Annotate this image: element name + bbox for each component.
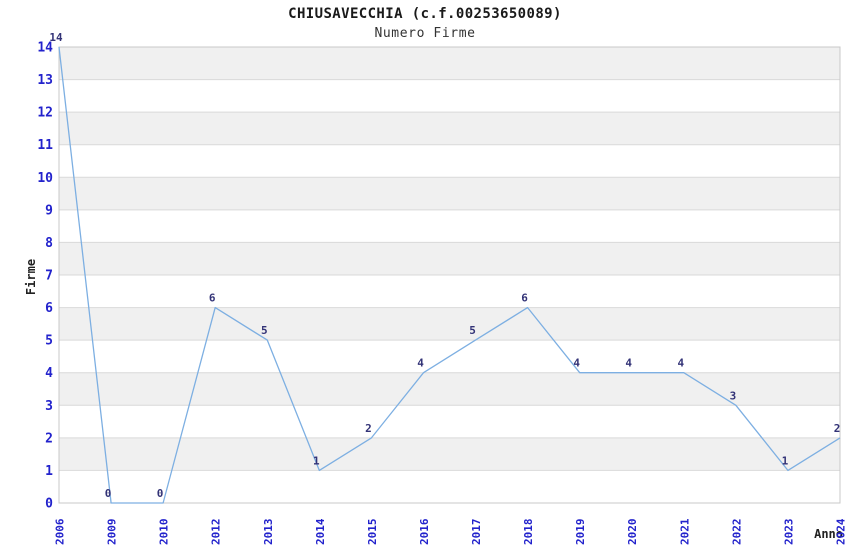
y-tick-label: 9 xyxy=(45,203,53,218)
data-point-label: 2 xyxy=(365,422,372,435)
data-point-label: 2 xyxy=(834,422,841,435)
data-point-label: 5 xyxy=(469,324,476,337)
y-tick-label: 2 xyxy=(45,431,53,446)
y-tick-label: 5 xyxy=(45,334,53,349)
y-tick-label: 13 xyxy=(37,73,53,88)
y-tick-label: 4 xyxy=(45,366,53,381)
y-tick-label: 11 xyxy=(37,138,53,153)
x-tick-label: 2010 xyxy=(158,519,171,546)
y-tick-label: 10 xyxy=(37,171,53,186)
data-point-label: 4 xyxy=(417,357,424,370)
x-tick-label: 2017 xyxy=(470,519,483,546)
y-tick-label: 6 xyxy=(45,301,53,316)
y-tick-label: 14 xyxy=(37,41,53,56)
x-tick-label: 2014 xyxy=(314,518,327,545)
x-tick-label: 2006 xyxy=(54,518,67,545)
data-point-label: 4 xyxy=(677,357,684,370)
chart-title: CHIUSAVECCHIA (c.f.00253650089) xyxy=(288,6,562,22)
data-line xyxy=(58,46,841,504)
x-tick-label: 2020 xyxy=(626,519,639,546)
x-tick-label: 2018 xyxy=(522,519,535,546)
plot-band xyxy=(59,307,840,341)
x-tick-label: 2019 xyxy=(574,519,587,546)
plot-border xyxy=(58,46,841,504)
chart-subtitle: Numero Firme xyxy=(374,26,476,41)
data-point-label: 0 xyxy=(157,487,164,500)
y-tick-label: 8 xyxy=(45,236,53,251)
data-point-label: 0 xyxy=(105,487,112,500)
x-axis-label: Anno xyxy=(814,527,843,541)
data-point-label: 5 xyxy=(261,324,268,337)
x-tick-label: 2023 xyxy=(782,519,795,546)
data-label-group: 14 0 0 6 5 1 2 4 5 6 4 4 4 3 1 2 xyxy=(49,31,840,500)
x-tick-label: 2016 xyxy=(418,518,431,545)
x-tick-label: 2012 xyxy=(210,519,223,546)
y-tick-label: 3 xyxy=(45,399,53,414)
x-tick-label: 2024 xyxy=(835,518,848,545)
data-point-label: 6 xyxy=(521,292,528,305)
x-tick-group: 2006 2009 2010 2012 2013 2014 2015 2016 2017 2018… xyxy=(54,518,848,545)
data-point-label: 14 xyxy=(49,31,63,44)
plot-band xyxy=(59,372,840,406)
data-point-label: 4 xyxy=(625,357,632,370)
x-tick-label: 2009 xyxy=(106,519,119,546)
plot-band xyxy=(59,177,840,210)
y-tick-label: 0 xyxy=(45,497,53,512)
y-tick-label: 7 xyxy=(45,269,53,284)
y-tick-label: 1 xyxy=(45,464,53,479)
plot-band xyxy=(59,437,840,471)
x-tick-label: 2022 xyxy=(730,519,743,546)
band-group xyxy=(59,47,840,471)
data-point-label: 4 xyxy=(573,357,580,370)
x-tick-label: 2015 xyxy=(366,519,379,546)
plot-band xyxy=(59,47,840,80)
data-point-label: 3 xyxy=(730,389,737,402)
data-point-label: 1 xyxy=(313,454,320,467)
plot-band xyxy=(59,112,840,145)
data-point-label: 6 xyxy=(209,292,216,305)
y-tick-label: 12 xyxy=(37,106,53,121)
x-tick-label: 2013 xyxy=(262,519,275,546)
data-point-label: 1 xyxy=(782,454,789,467)
x-tick-label: 2021 xyxy=(678,518,691,545)
plot-band xyxy=(59,242,840,275)
